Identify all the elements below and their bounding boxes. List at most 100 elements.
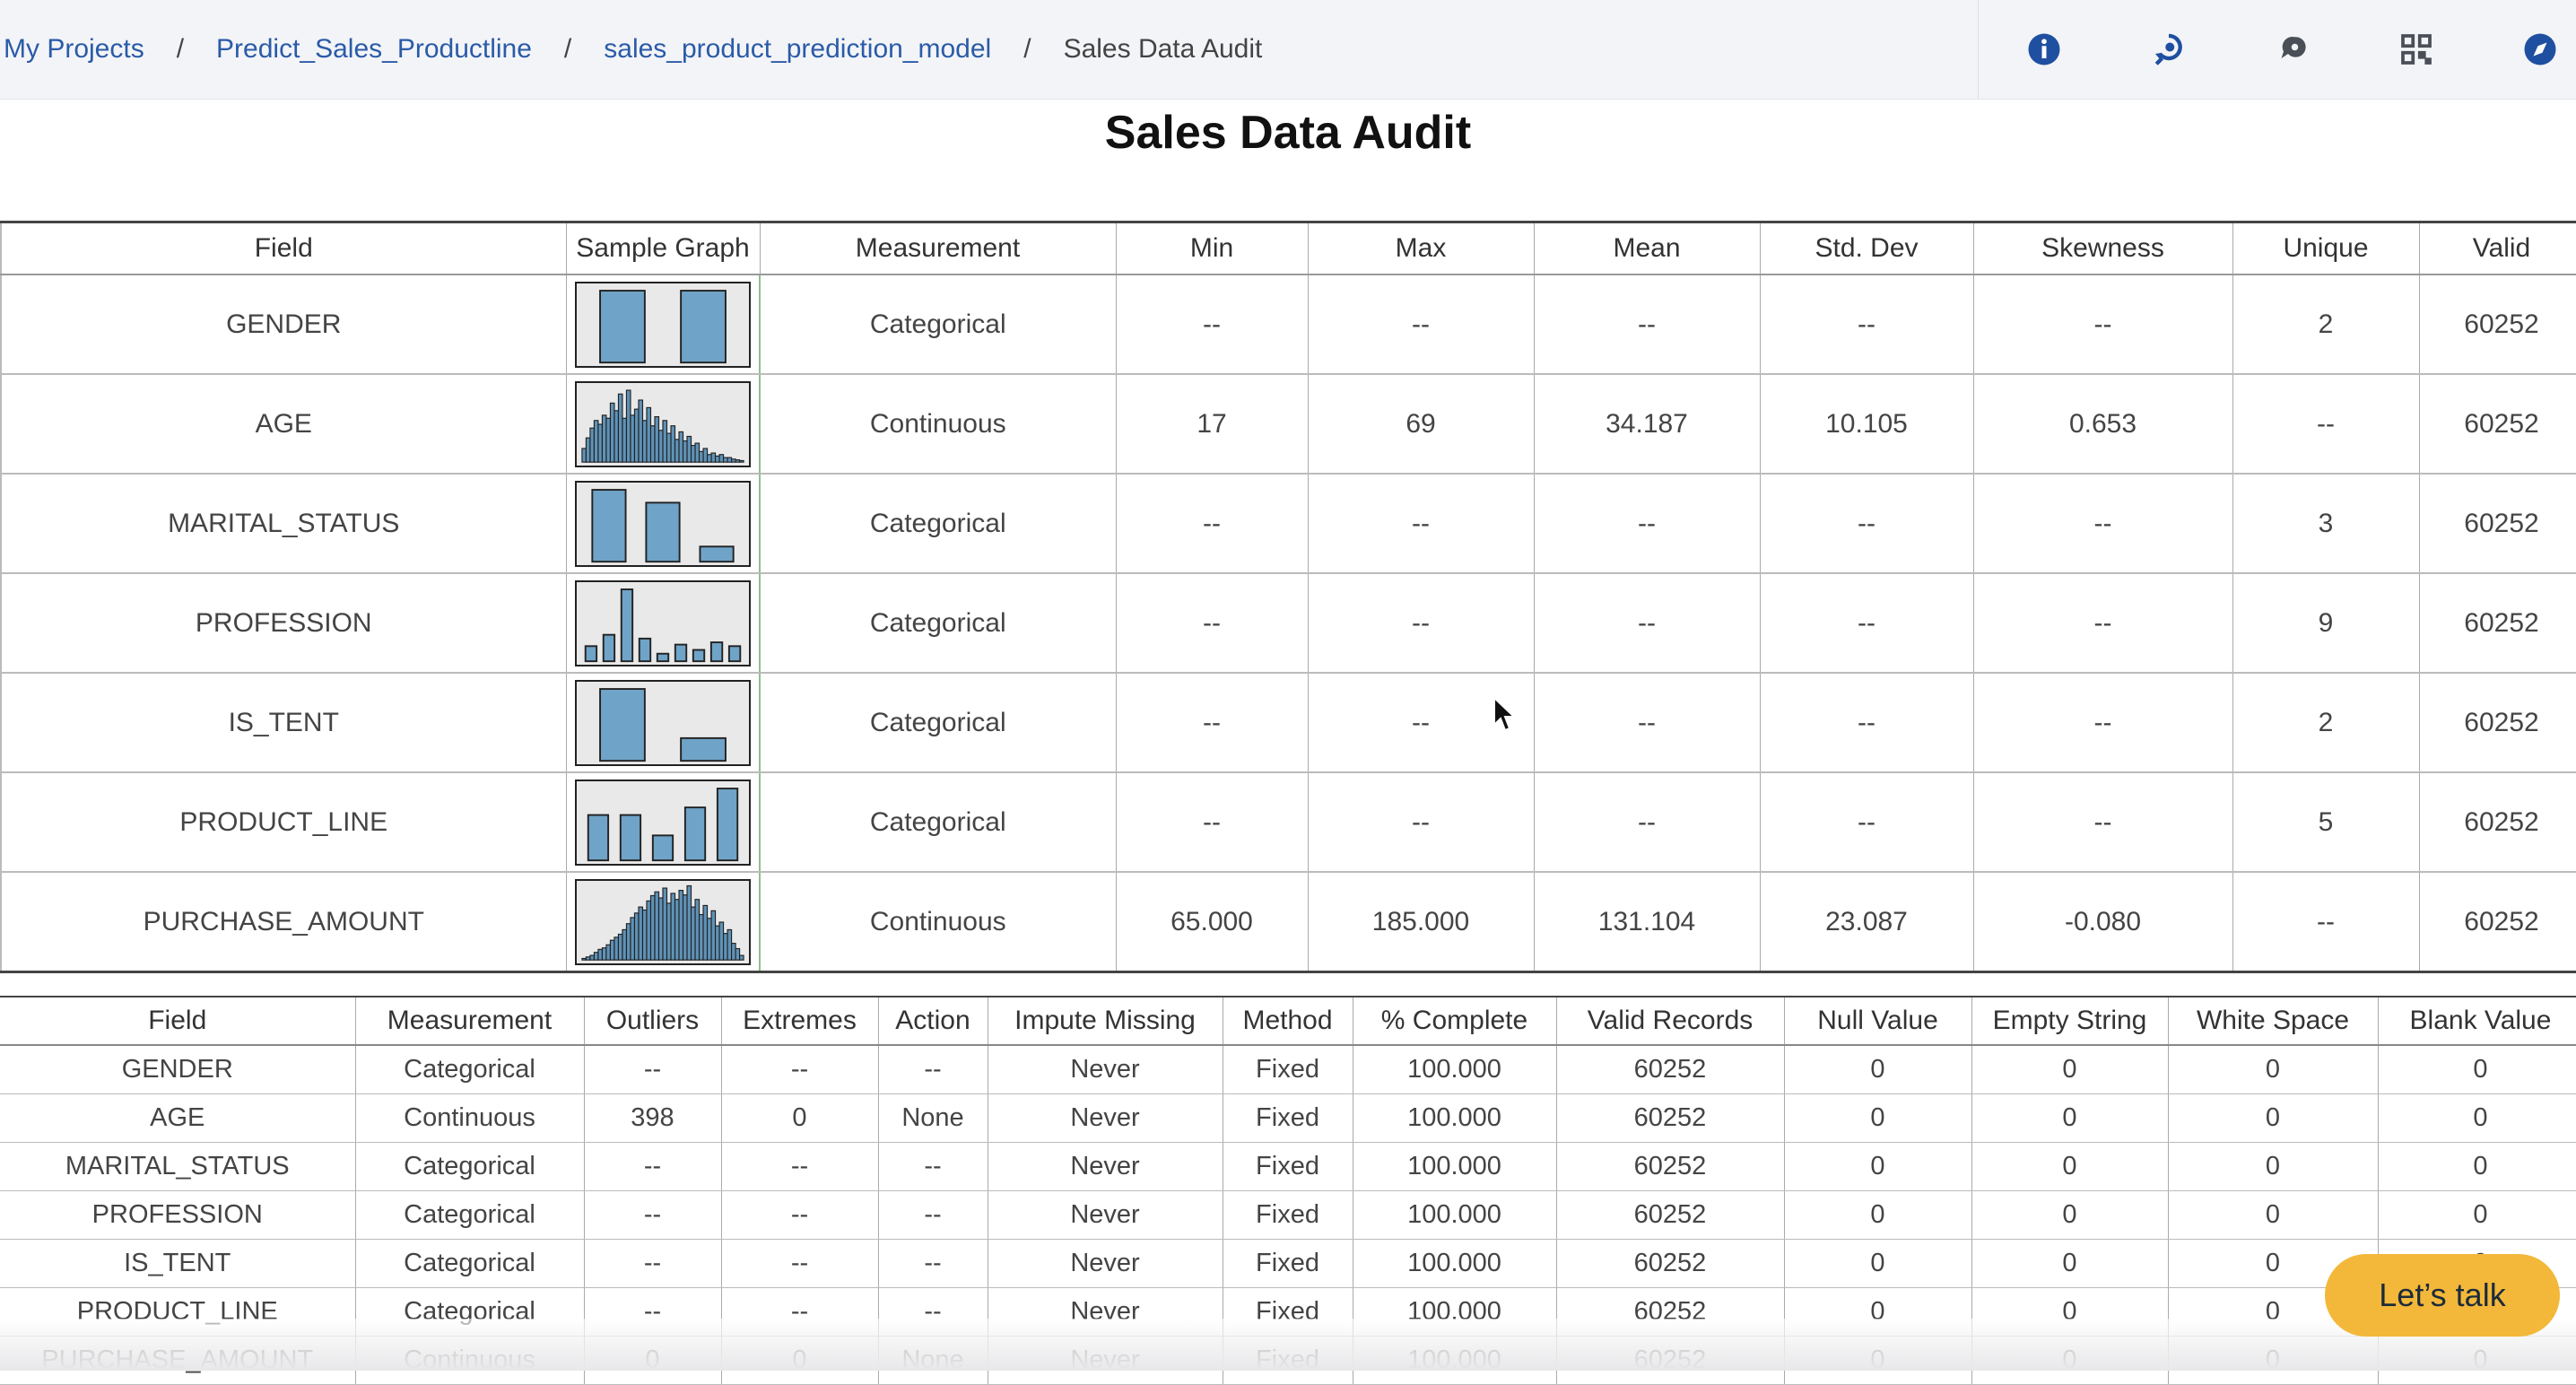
quality-row: IS_TENT Categorical -- -- -- Never Fixed 100.00… [0,1239,2576,1288]
quality-cell: 0 [2378,1045,2576,1094]
quality-col-header[interactable]: Valid Records [1556,997,1785,1046]
quality-cell: Never [988,1239,1223,1288]
quality-col-header[interactable]: Null Value [1784,997,1972,1046]
graph-bar [682,893,688,961]
graph-bar [633,911,640,961]
quality-cell: -- [878,1142,988,1191]
skewness-value: 0.653 [1973,374,2233,475]
quality-cell: 100.000 [1353,1045,1557,1094]
graph-bar [614,409,619,463]
quality-cell: Categorical [355,1045,585,1094]
breadcrumb-model[interactable]: sales_product_prediction_model [604,34,992,64]
skewness-value: -- [1973,573,2233,674]
sample-graph[interactable] [574,281,751,368]
std-dev-value: -- [1760,474,1974,574]
col-mean[interactable]: Mean [1534,222,1761,275]
quality-cell: AGE [0,1093,356,1143]
col-sample-graph[interactable]: Sample Graph [566,222,761,275]
graph-bar [682,440,688,463]
lets-talk-button[interactable]: Let’s talk [2325,1254,2560,1337]
sample-graph-cell[interactable] [566,772,761,873]
quality-col-header[interactable]: Measurement [355,997,585,1046]
graph-bar [702,447,708,463]
col-min[interactable]: Min [1116,222,1309,275]
quality-col-header[interactable]: Blank Value [2378,997,2576,1046]
sample-graph[interactable] [574,878,751,965]
breadcrumb-my-projects[interactable]: My Projects [4,34,144,64]
valid-value: 60252 [2419,872,2576,972]
graph-bar [581,447,587,463]
graph-bar [581,957,587,961]
sample-graph-cell[interactable] [566,673,761,773]
unique-value: 3 [2232,474,2420,574]
quality-row: MARITAL_STATUS Categorical -- -- -- Never Fixe… [0,1142,2576,1191]
quality-col-header[interactable]: Outliers [584,997,722,1046]
graph-bar [730,942,736,961]
quality-col-header[interactable]: Extremes [721,997,879,1046]
field-name: AGE [0,374,567,475]
sample-graph-cell[interactable] [566,573,761,674]
sample-graph-cell[interactable] [566,274,761,375]
rewind-icon[interactable] [2148,29,2189,70]
sample-graph[interactable] [574,480,751,567]
graph-bar [602,633,615,662]
quality-col-header[interactable]: Impute Missing [988,997,1223,1046]
quality-col-header[interactable]: Method [1223,997,1353,1046]
quality-col-header[interactable]: Action [878,997,988,1046]
info-icon[interactable] [2023,29,2065,70]
col-max[interactable]: Max [1308,222,1535,275]
graph-bar [597,948,603,961]
sample-graph-cell[interactable] [566,872,761,972]
min-value: -- [1116,474,1309,574]
graph-bar [694,442,700,463]
quality-cell: Categorical [355,1239,585,1288]
grid-icon[interactable] [2396,29,2437,70]
graph-bar [722,457,728,463]
graph-bar [738,954,744,961]
quality-cell: Never [988,1190,1223,1240]
graph-bar [605,417,611,463]
audit-row: MARITAL_STATUS Categorical -- -- -- -- -- 3 6025… [0,474,2576,574]
col-valid[interactable]: Valid [2419,222,2576,275]
graph-bar [625,388,631,463]
quality-cell: 0 [2378,1093,2576,1143]
col-std-dev[interactable]: Std. Dev [1760,222,1974,275]
quality-col-header[interactable]: Field [0,997,356,1046]
quality-cell: 0 [1971,1142,2169,1191]
std-dev-value: -- [1760,772,1974,873]
col-measurement[interactable]: Measurement [760,222,1117,275]
sample-graph[interactable] [574,779,751,866]
graph-bar [651,833,674,861]
compass-icon[interactable] [2519,29,2561,70]
graph-bar [593,419,599,463]
breadcrumb-project[interactable]: Predict_Sales_Productline [216,34,532,64]
unique-value: 2 [2232,274,2420,375]
col-unique[interactable]: Unique [2232,222,2420,275]
skewness-value: -- [1973,274,2233,375]
graph-bar [678,889,683,961]
quality-col-header[interactable]: White Space [2168,997,2379,1046]
sample-graph[interactable] [574,380,751,467]
quality-cell: 100.000 [1353,1239,1557,1288]
quality-cell: 0 [1784,1239,1972,1288]
quality-col-header[interactable]: Empty String [1971,997,2169,1046]
graph-bar [584,644,597,662]
graph-bar [587,814,609,861]
audit-row: PURCHASE_AMOUNT Continuous 65.000 185.000 13… [0,872,2576,972]
quality-cell: IS_TENT [0,1239,356,1288]
comments-icon[interactable] [2272,29,2313,70]
col-field[interactable]: Field [0,222,567,275]
col-skewness[interactable]: Skewness [1973,222,2233,275]
graph-bar [585,955,591,961]
sample-graph[interactable] [574,579,751,666]
sample-graph[interactable] [574,679,751,766]
sample-graph-cell[interactable] [566,474,761,574]
sample-graph-cell[interactable] [566,374,761,475]
quality-cell: 0 [2168,1142,2379,1191]
graph-bar [641,419,648,463]
quality-col-header[interactable]: % Complete [1353,997,1557,1046]
graph-bar [630,414,635,463]
quality-cell: 0 [1784,1142,1972,1191]
max-value: -- [1308,274,1535,375]
quality-cell: Fixed [1223,1093,1353,1143]
